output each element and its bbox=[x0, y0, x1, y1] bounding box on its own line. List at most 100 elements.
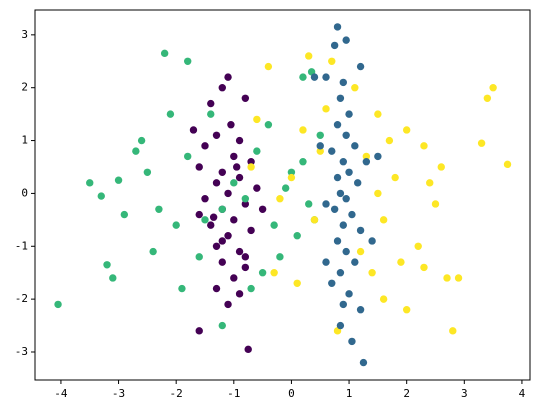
point bbox=[420, 263, 428, 272]
point bbox=[230, 216, 238, 224]
point bbox=[276, 195, 284, 203]
point bbox=[232, 163, 241, 171]
point bbox=[253, 115, 261, 124]
point bbox=[336, 321, 345, 330]
point bbox=[322, 200, 330, 208]
point bbox=[287, 168, 296, 176]
point bbox=[342, 195, 350, 203]
point bbox=[247, 284, 255, 293]
point bbox=[374, 189, 382, 198]
point bbox=[227, 121, 235, 129]
point bbox=[195, 210, 203, 219]
point bbox=[305, 52, 313, 60]
point bbox=[247, 226, 255, 235]
point bbox=[356, 306, 365, 314]
point bbox=[235, 290, 244, 298]
point bbox=[207, 110, 215, 118]
point bbox=[207, 99, 215, 108]
point bbox=[443, 274, 451, 282]
point bbox=[489, 84, 497, 92]
point bbox=[241, 94, 250, 102]
point bbox=[209, 213, 218, 221]
point bbox=[322, 258, 330, 266]
point bbox=[212, 284, 221, 293]
y-tick-label: 1 bbox=[21, 134, 28, 147]
point bbox=[454, 274, 463, 282]
point bbox=[247, 163, 255, 171]
point bbox=[437, 163, 445, 171]
point bbox=[132, 147, 140, 155]
point bbox=[385, 136, 394, 145]
x-tick-label: -4 bbox=[54, 387, 68, 400]
point bbox=[235, 247, 244, 256]
point bbox=[241, 253, 250, 261]
point bbox=[114, 176, 123, 184]
plot-frame bbox=[34, 9, 531, 381]
x-tick-label: -1 bbox=[227, 387, 240, 400]
point bbox=[166, 110, 175, 118]
point bbox=[339, 158, 347, 166]
point bbox=[368, 237, 376, 245]
point bbox=[322, 73, 330, 81]
point bbox=[235, 136, 244, 145]
point bbox=[316, 131, 324, 139]
x-tick-label: -3 bbox=[112, 387, 125, 400]
point bbox=[362, 152, 371, 161]
point bbox=[201, 195, 209, 203]
point bbox=[336, 269, 345, 277]
point bbox=[189, 126, 198, 134]
point bbox=[379, 216, 388, 224]
x-tick-label: -2 bbox=[170, 387, 183, 400]
point bbox=[368, 269, 376, 277]
point bbox=[224, 300, 232, 309]
point bbox=[328, 279, 336, 287]
point bbox=[310, 216, 319, 224]
point bbox=[54, 300, 62, 309]
point bbox=[143, 168, 152, 176]
point bbox=[207, 221, 215, 229]
point bbox=[201, 216, 209, 224]
point bbox=[339, 221, 347, 229]
point bbox=[342, 36, 350, 44]
point bbox=[299, 73, 307, 81]
point bbox=[397, 258, 405, 266]
y-tick-label: -3 bbox=[15, 345, 28, 358]
point bbox=[333, 121, 342, 129]
point bbox=[328, 57, 336, 65]
point bbox=[224, 189, 232, 198]
point bbox=[184, 152, 192, 161]
point bbox=[328, 147, 336, 155]
x-tick-label: 4 bbox=[519, 387, 526, 400]
point bbox=[402, 306, 411, 314]
point bbox=[345, 168, 353, 176]
point bbox=[351, 142, 359, 150]
y-tick-label: 0 bbox=[21, 186, 28, 199]
point bbox=[184, 57, 192, 65]
point bbox=[195, 327, 203, 335]
point bbox=[379, 295, 388, 303]
point bbox=[402, 126, 411, 134]
point bbox=[362, 158, 371, 166]
point bbox=[342, 131, 350, 139]
point bbox=[414, 242, 422, 250]
point bbox=[299, 126, 307, 134]
point bbox=[212, 131, 221, 139]
point bbox=[195, 253, 203, 261]
point bbox=[336, 189, 345, 198]
point bbox=[218, 168, 226, 176]
point bbox=[339, 78, 347, 87]
point bbox=[258, 269, 267, 277]
point bbox=[330, 41, 339, 50]
point bbox=[391, 173, 399, 182]
point bbox=[195, 163, 203, 171]
point bbox=[244, 345, 252, 354]
point bbox=[178, 284, 186, 293]
point bbox=[276, 253, 284, 261]
point bbox=[449, 327, 457, 335]
point bbox=[333, 237, 342, 245]
y-tick-label: -1 bbox=[15, 239, 28, 252]
point bbox=[230, 179, 238, 187]
point bbox=[218, 321, 226, 330]
